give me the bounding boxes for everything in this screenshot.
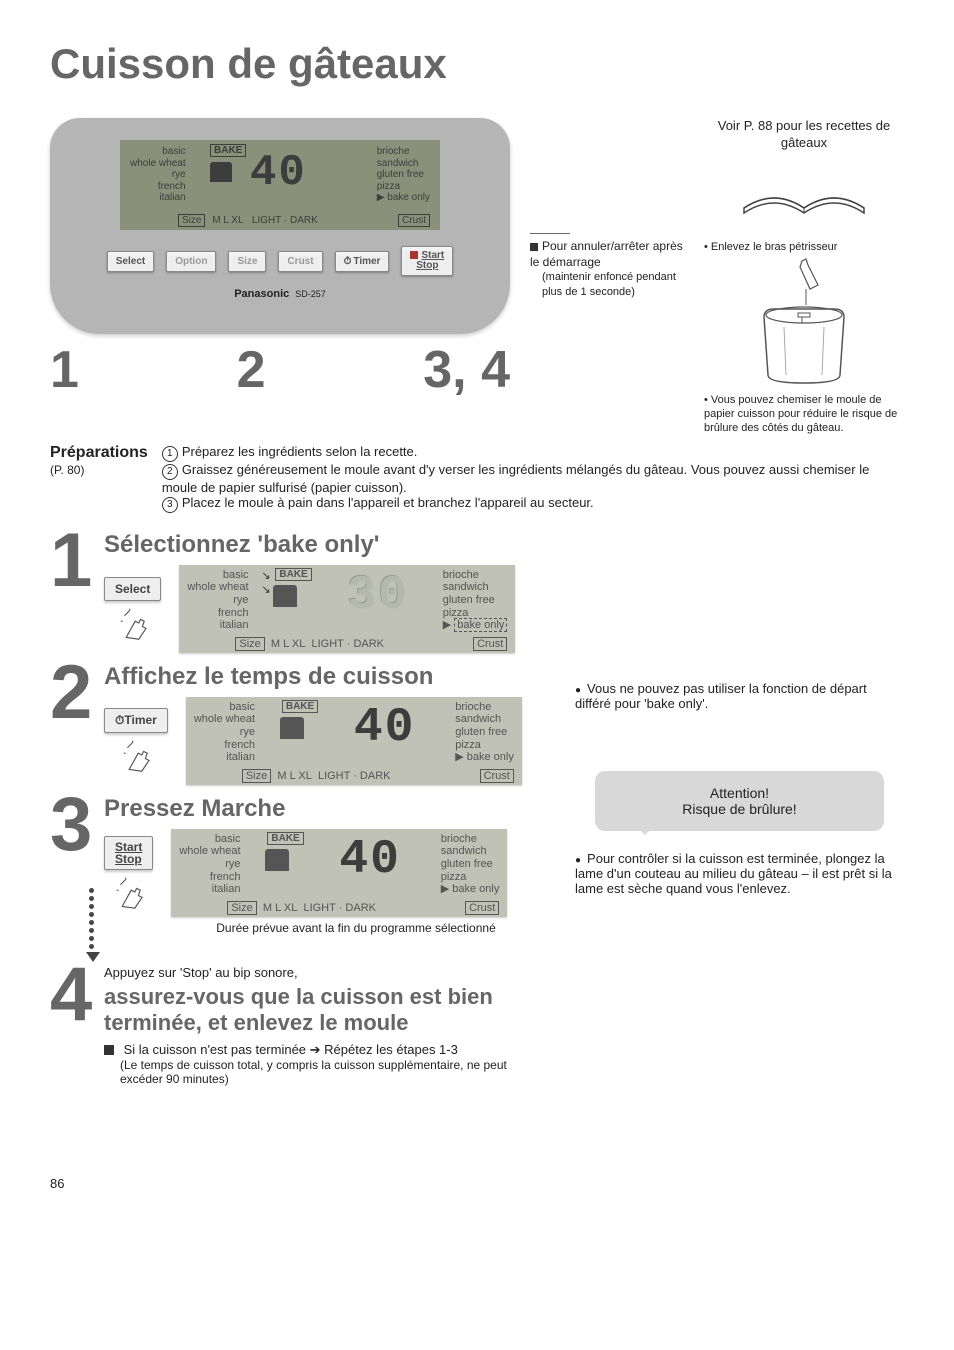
book-icon [734,158,874,228]
warning-bubble: Attention! Risque de brûlure! [595,771,884,831]
right-annotations: Voir P. 88 pour les recettes de gâteaux … [704,118,904,436]
lcd-left-types: basic whole wheat rye french italian [130,146,186,204]
step-number: 4 [50,965,98,1086]
circled-3-icon: 3 [162,497,178,513]
step2-title: Affichez le temps de cuisson [104,663,545,691]
brand-label: PanasonicSD-257 [68,288,492,300]
timer-button[interactable]: Timer [335,251,390,272]
circled-2-icon: 2 [162,464,178,480]
finger-press-icon [122,737,158,773]
bread-pan-icon [744,257,864,387]
lcd-digits: 40 [250,148,307,198]
step3-caption: Durée prévue avant la fin du programme s… [196,921,516,935]
remove-blade-note: • Enlevez le bras pétrisseur [704,241,904,253]
size-button[interactable]: Size [228,251,266,272]
pan-liner-note: • Vous pouvez chemiser le moule de papie… [704,393,904,436]
lcd-right-types: brioche sandwich gluten free pizza ▶ bak… [377,146,430,204]
start-stop-button[interactable]: StartStop [401,246,453,276]
step1-lcd: basic whole wheat rye french italian ↘ ↘… [179,565,515,653]
step2-lcd: basic whole wheat rye french italian BAK… [186,697,522,785]
step4-title: assurez-vous que la cuisson est bien ter… [104,984,545,1036]
step3-title: Pressez Marche [104,795,545,823]
recipe-reference: Voir P. 88 pour les recettes de gâteaux [704,118,904,152]
diagram-number-labels: 1 2 3, 4 [50,340,510,400]
page-title: Cuisson de gâteaux [50,40,904,88]
lcd-bake-label: BAKE [210,144,246,157]
start-stop-badge: Start Stop [104,836,153,870]
bread-icon [265,849,289,871]
bread-icon [273,585,297,607]
square-bullet-icon [530,243,538,251]
square-bullet-icon [104,1045,114,1055]
knife-test-note: Pour contrôler si la cuisson est terminé… [575,851,904,896]
select-button[interactable]: Select [107,251,154,272]
lcd-crust-row: Crust [394,215,430,226]
step-number: 1 [50,531,98,653]
timer-note: Vous ne pouvez pas utiliser la fonction … [575,681,904,711]
lcd-bread-icon [210,162,232,182]
bread-machine-panel: basic whole wheat rye french italian BAK… [50,118,510,334]
start-led-icon [410,251,418,259]
bread-icon [280,717,304,739]
step1-title: Sélectionnez 'bake only' [104,531,545,559]
step3-lcd: basic whole wheat rye french italian BAK… [171,829,507,917]
finger-press-icon [115,874,151,910]
pointer-icon: ↘ [261,583,270,596]
step-number: 2 [50,663,98,785]
step4-subtitle: Appuyez sur 'Stop' au bip sonore, [104,965,545,980]
pointer-icon: ↘ [261,569,270,582]
timer-badge: ⏱Timer [104,708,168,733]
page-number: 86 [50,1176,904,1191]
panel-button-row: Select Option Size Crust Timer StartStop [68,246,492,276]
select-badge: Select [104,577,161,601]
dotted-arrow-icon [86,885,96,969]
prep-heading: Préparations [50,444,148,461]
circled-1-icon: 1 [162,446,178,462]
preparations-block: Préparations (P. 80) 1Préparez les ingré… [50,444,904,513]
lcd-size-row: Size M L XL LIGHT · DARK [178,215,318,226]
main-lcd: basic whole wheat rye french italian BAK… [120,140,440,230]
cancel-annotation: Pour annuler/arrêter après le démarrage … [530,118,684,436]
crust-button[interactable]: Crust [278,251,322,272]
finger-press-icon [119,605,155,641]
option-button[interactable]: Option [166,251,216,272]
